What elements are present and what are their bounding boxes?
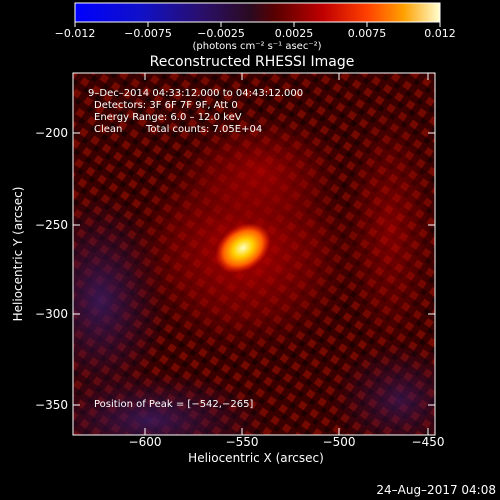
colorbar-unit-label: (photons cm⁻² s⁻¹ asec⁻²) xyxy=(192,41,321,52)
colorbar-tick: −0.012 xyxy=(55,27,96,40)
colorbar-tick: −0.0025 xyxy=(197,27,245,40)
y-tick-label: −300 xyxy=(35,307,68,321)
colorbar-tick: 0.012 xyxy=(424,27,456,40)
colorbar-gradient xyxy=(74,2,441,23)
colorbar-tick: −0.0075 xyxy=(124,27,172,40)
x-tick-label: −450 xyxy=(412,435,445,449)
plot-title: Reconstructed RHESSI Image xyxy=(150,54,355,70)
detectors: Detectors: 3F 6F 7F 9F, Att 0 xyxy=(94,100,238,111)
x-axis-label: Heliocentric X (arcsec) xyxy=(188,451,324,465)
y-tick-label: −350 xyxy=(35,398,68,412)
total-counts: Total counts: 7.05E+04 xyxy=(145,124,262,135)
flare-source xyxy=(215,223,271,273)
footer-date: 24–Aug–2017 04:08 xyxy=(376,483,496,497)
time-range: 9–Dec–2014 04:33:12.000 to 04:43:12.000 xyxy=(88,88,303,99)
rhessi-image xyxy=(73,73,435,435)
y-axis-label: Heliocentric Y (arcsec) xyxy=(11,187,25,322)
method: Clean xyxy=(94,124,122,135)
colorbar-tick: 0.0075 xyxy=(348,27,387,40)
colorbar: −0.012 −0.0075 −0.0025 0.0025 0.0075 0.0… xyxy=(55,2,456,52)
peak-position: Position of Peak = [−542,−265] xyxy=(94,399,253,410)
x-tick-label: −500 xyxy=(323,435,356,449)
y-tick-label: −200 xyxy=(35,126,68,140)
colorbar-tick: 0.0025 xyxy=(275,27,314,40)
energy-range: Energy Range: 6.0 – 12.0 keV xyxy=(94,112,242,123)
x-tick-label: −600 xyxy=(129,435,162,449)
x-tick-label: −550 xyxy=(226,435,259,449)
y-tick-label: −250 xyxy=(35,218,68,232)
plot-frame xyxy=(72,72,436,436)
